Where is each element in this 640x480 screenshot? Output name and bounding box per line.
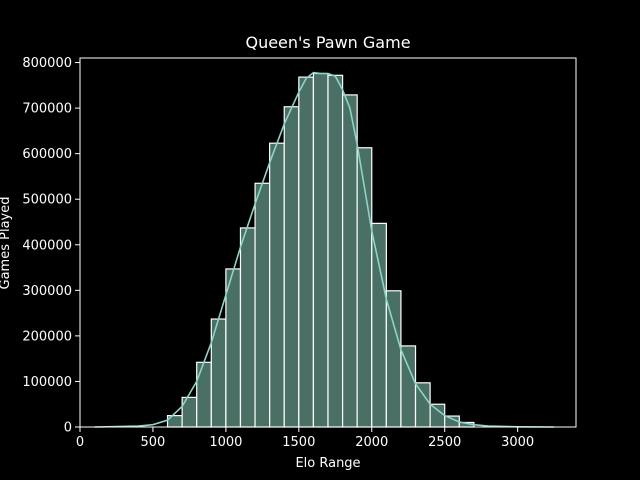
histogram-bar: [196, 361, 212, 428]
plot-area: 0 500 1000 1500 2000 2500 3000 0 100000 200000 300…: [22, 56, 577, 450]
chart-title: Queen's Pawn Game: [245, 33, 410, 52]
y-axis-label: Games Played: [0, 197, 13, 290]
histogram-bar: [341, 94, 358, 428]
x-tick-label: 0: [76, 435, 84, 450]
histogram-bar: [283, 106, 300, 428]
y-tick-label: 700000: [22, 102, 72, 117]
y-tick-label: 200000: [22, 329, 72, 344]
histogram-bar: [371, 222, 387, 428]
x-tick-label: 2000: [355, 435, 388, 450]
y-tick-label: 800000: [22, 56, 72, 71]
axes-frame: [79, 57, 577, 428]
histogram-bar: [429, 403, 446, 428]
histogram-bar: [327, 74, 344, 428]
y-tick-label: 300000: [22, 284, 72, 299]
histogram-bar: [385, 290, 402, 428]
kde-line: [94, 71, 555, 428]
histogram-bar: [254, 182, 271, 428]
x-tick-label: 2500: [428, 435, 461, 450]
histogram-bar: [298, 76, 315, 428]
x-tick-label: 1500: [282, 435, 315, 450]
y-tick-label: 400000: [22, 238, 72, 253]
histogram-bar: [400, 345, 417, 428]
x-axis-label: Elo Range: [295, 456, 360, 471]
x-tick-label: 500: [141, 435, 166, 450]
histogram-bar: [269, 142, 285, 428]
histogram-bar: [225, 268, 242, 428]
histogram-bar: [239, 227, 256, 428]
x-tick-label: 3000: [501, 435, 534, 450]
histogram-bar: [414, 382, 431, 428]
y-tick-label: 600000: [22, 147, 72, 162]
histogram-bar: [312, 72, 329, 428]
y-tick-label: 100000: [22, 375, 72, 390]
x-tick-label: 1000: [209, 435, 242, 450]
y-tick-label: 0: [64, 421, 72, 436]
y-tick-label: 500000: [22, 193, 72, 208]
